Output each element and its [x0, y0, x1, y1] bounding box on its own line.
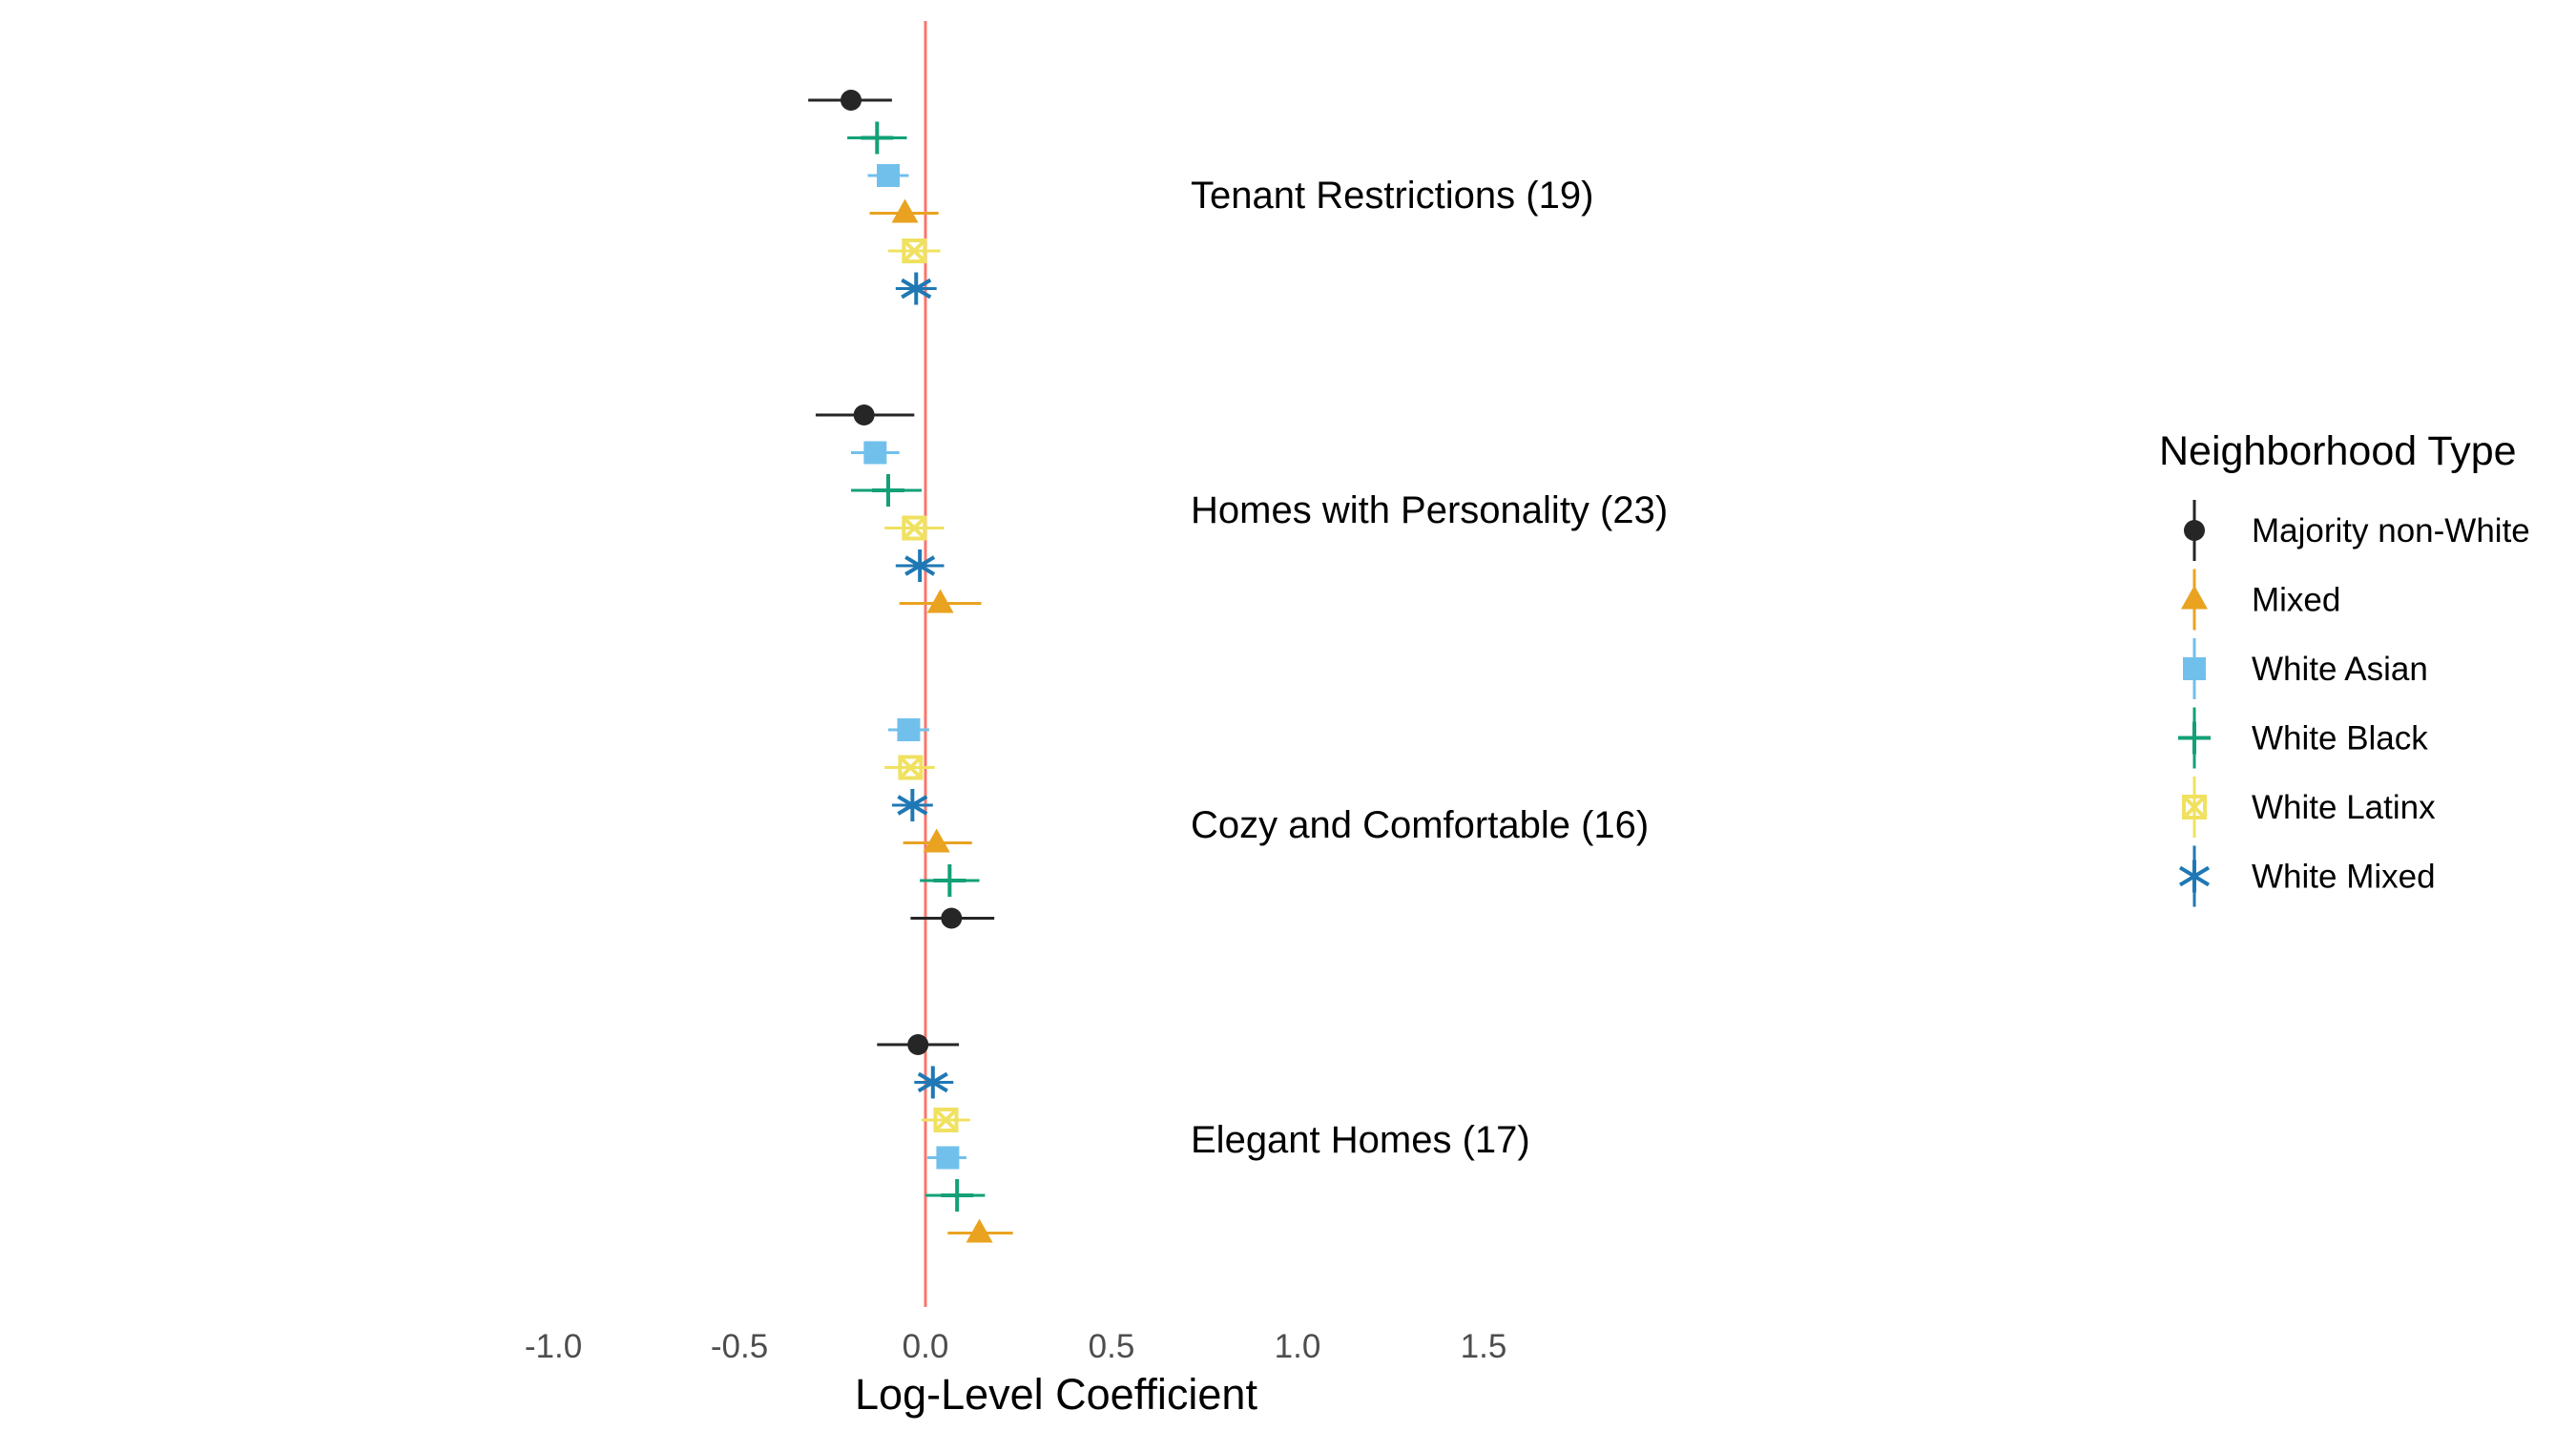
marker-white-asian: [877, 164, 900, 187]
point-mixed: [899, 589, 982, 613]
marker-majority-non-white: [941, 907, 963, 929]
point-white-asian: [851, 441, 900, 465]
point-mixed: [869, 198, 939, 223]
legend-label: Majority non-White: [2252, 512, 2530, 550]
legend-label: White Black: [2252, 720, 2428, 757]
marker-white-asian: [863, 441, 887, 465]
point-mixed: [947, 1218, 1013, 1243]
marker-white-asian: [936, 1146, 960, 1170]
group-cozy-and-comfortable-16: [884, 718, 995, 929]
marker-white-black: [861, 121, 894, 155]
legend-key-square: [2183, 657, 2206, 680]
legend-key-asterisk: [2178, 860, 2211, 893]
x-tick-label: -1.0: [525, 1328, 582, 1365]
point-white-mixed: [895, 272, 937, 305]
marker-white-latinx: [902, 515, 927, 541]
marker-white-mixed: [904, 550, 936, 582]
legend-item-white-black: White Black: [2178, 707, 2428, 769]
point-white-black: [851, 474, 923, 507]
legend-label: White Asian: [2252, 651, 2428, 688]
point-white-asian: [888, 718, 929, 741]
point-white-black: [920, 864, 980, 897]
group-label: Elegant Homes (17): [1191, 1119, 1530, 1161]
marker-white-latinx: [898, 755, 924, 780]
point-white-asian: [926, 1146, 966, 1170]
point-white-black: [847, 121, 907, 155]
x-tick-label: -0.5: [711, 1328, 768, 1365]
x-axis-ticks: -1.0 -0.5 0.0 0.5 1.0 1.5: [525, 1328, 1506, 1365]
legend-label: White Mixed: [2252, 859, 2436, 896]
x-tick-label: 0.5: [1089, 1328, 1135, 1365]
group-tenant-restrictions-19: [808, 90, 941, 305]
marker-white-latinx: [902, 238, 927, 263]
point-white-latinx: [888, 238, 941, 263]
legend-label: Mixed: [2252, 582, 2340, 619]
point-white-mixed: [891, 789, 933, 821]
marker-majority-non-white: [853, 404, 875, 425]
group-homes-with-personality-23: [815, 404, 982, 613]
marker-white-black: [941, 1179, 974, 1212]
legend-key-triangle: [2181, 585, 2208, 610]
marker-white-mixed: [917, 1066, 948, 1099]
x-tick-label: 1.5: [1461, 1328, 1507, 1365]
legend-key-boxed-x: [2182, 795, 2207, 819]
group-labels: Tenant Restrictions (19) Homes with Perso…: [1191, 175, 1668, 1161]
group-label: Cozy and Comfortable (16): [1191, 804, 1649, 846]
point-white-latinx: [884, 755, 935, 780]
point-white-mixed: [914, 1066, 954, 1099]
point-white-black: [925, 1179, 986, 1212]
point-white-mixed: [895, 550, 945, 582]
legend-label: White Latinx: [2252, 789, 2436, 826]
legend-item-white-asian: White Asian: [2183, 638, 2428, 699]
marker-mixed: [891, 198, 919, 223]
marker-mixed: [966, 1218, 993, 1243]
marker-white-mixed: [901, 272, 932, 305]
x-tick-label: 1.0: [1275, 1328, 1321, 1365]
legend-title: Neighborhood Type: [2159, 428, 2517, 474]
x-axis-title: Log-Level Coefficient: [855, 1370, 1257, 1419]
group-label: Tenant Restrictions (19): [1191, 175, 1593, 217]
x-tick-label: 0.0: [903, 1328, 949, 1365]
legend: Neighborhood Type Majority non-White Mixe…: [2159, 428, 2530, 907]
group-label: Homes with Personality (23): [1191, 489, 1668, 531]
point-majority-non-white: [815, 404, 915, 425]
chart-marks: [808, 90, 1013, 1243]
legend-item-white-latinx: White Latinx: [2182, 777, 2436, 838]
point-majority-non-white: [877, 1034, 960, 1055]
legend-item-mixed: Mixed: [2181, 569, 2340, 631]
point-white-latinx: [884, 515, 945, 541]
marker-white-asian: [897, 718, 921, 741]
point-majority-non-white: [910, 907, 995, 929]
legend-key-plus: [2178, 721, 2211, 755]
point-white-asian: [867, 164, 909, 187]
legend-item-white-mixed: White Mixed: [2178, 845, 2436, 907]
marker-white-latinx: [933, 1108, 959, 1132]
legend-item-majority-non-white: Majority non-White: [2184, 500, 2530, 561]
marker-mixed: [923, 828, 950, 853]
marker-white-black: [872, 474, 904, 507]
point-mixed: [903, 828, 972, 853]
group-elegant-homes-17: [877, 1034, 1013, 1243]
marker-majority-non-white: [907, 1034, 929, 1055]
legend-key-circle: [2184, 520, 2205, 541]
marker-majority-non-white: [841, 90, 862, 111]
marker-white-black: [933, 864, 966, 897]
point-majority-non-white: [808, 90, 892, 111]
legend-items: Majority non-White Mixed White Asian White …: [2178, 500, 2530, 907]
marker-mixed: [926, 589, 954, 613]
marker-white-mixed: [897, 789, 928, 821]
point-white-latinx: [922, 1108, 970, 1132]
